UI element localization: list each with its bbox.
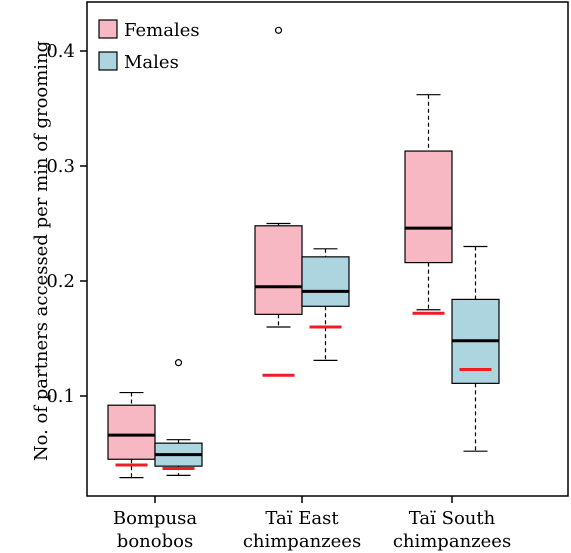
box-males-0 (154, 359, 203, 476)
x-category-label: Taï East (265, 508, 339, 529)
outlier-point (174, 359, 183, 367)
box-females-2 (404, 94, 453, 315)
outlier-point (274, 26, 283, 34)
box-iqr (404, 150, 453, 264)
box-males-2 (451, 245, 500, 452)
x-category-label: Bompusa (113, 508, 197, 529)
legend: Females Males (98, 19, 200, 73)
x-category-label: Taï South (409, 508, 496, 529)
x-category-label: bonobos (117, 531, 193, 552)
y-axis-label: No. of partners accessed per min of groo… (31, 41, 52, 461)
legend-swatch-females (98, 19, 118, 39)
box-iqr (301, 256, 350, 307)
x-category-label: chimpanzees (393, 531, 511, 552)
box-females-0 (107, 391, 156, 479)
box-iqr (254, 225, 303, 315)
box-males-1 (301, 248, 350, 361)
plot-frame (86, 1, 569, 497)
y-tick-label: 0.4 (46, 41, 75, 62)
box-groups (107, 26, 500, 479)
box-iqr (107, 404, 156, 460)
y-axis-ticks: 0.1 0.2 0.3 0.4 (46, 41, 87, 407)
y-tick-label: 0.1 (46, 386, 75, 407)
y-tick-label: 0.2 (46, 271, 75, 292)
legend-label-females: Females (124, 20, 200, 41)
y-tick-label: 0.3 (46, 156, 75, 177)
legend-swatch-males (98, 51, 118, 71)
legend-label-males: Males (124, 52, 179, 73)
box-females-1 (254, 26, 303, 377)
x-category-label: chimpanzees (243, 531, 361, 552)
